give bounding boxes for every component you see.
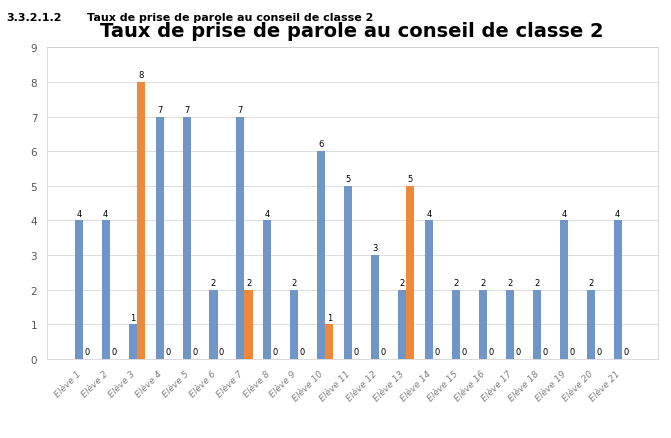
Text: 4: 4 — [615, 209, 620, 218]
Bar — [325, 325, 333, 359]
Bar — [479, 290, 487, 359]
Text: 7: 7 — [238, 106, 243, 114]
Text: 2: 2 — [292, 278, 297, 287]
Text: 2: 2 — [246, 278, 251, 287]
Bar — [533, 290, 541, 359]
Title: Taux de prise de parole au conseil de classe 2: Taux de prise de parole au conseil de cl… — [101, 22, 604, 41]
Bar — [209, 290, 217, 359]
Bar — [452, 290, 460, 359]
Bar — [129, 325, 137, 359]
Text: 4: 4 — [427, 209, 431, 218]
Bar — [371, 255, 379, 359]
Bar — [317, 152, 325, 359]
Text: 1: 1 — [130, 313, 136, 322]
Bar — [560, 221, 568, 359]
Text: 0: 0 — [488, 347, 494, 357]
Text: 0: 0 — [192, 347, 197, 357]
Text: 5: 5 — [407, 175, 413, 184]
Text: 7: 7 — [184, 106, 189, 114]
Bar — [183, 117, 191, 359]
Bar — [156, 117, 164, 359]
Text: 0: 0 — [435, 347, 440, 357]
Bar — [586, 290, 595, 359]
Text: 0: 0 — [597, 347, 601, 357]
Text: 6: 6 — [319, 140, 324, 149]
Text: 0: 0 — [462, 347, 467, 357]
Text: 7: 7 — [157, 106, 162, 114]
Text: 2: 2 — [211, 278, 216, 287]
Bar — [425, 221, 433, 359]
Text: 0: 0 — [111, 347, 117, 357]
Text: 5: 5 — [346, 175, 351, 184]
Bar — [263, 221, 272, 359]
Text: 1: 1 — [327, 313, 332, 322]
Text: 0: 0 — [165, 347, 170, 357]
Text: Taux de prise de parole au conseil de classe 2: Taux de prise de parole au conseil de cl… — [87, 13, 374, 23]
Bar — [506, 290, 514, 359]
Bar — [74, 221, 83, 359]
Text: 2: 2 — [480, 278, 486, 287]
Text: 0: 0 — [569, 347, 574, 357]
Text: 0: 0 — [542, 347, 548, 357]
Text: 0: 0 — [623, 347, 629, 357]
Text: 0: 0 — [300, 347, 305, 357]
Text: 0: 0 — [219, 347, 224, 357]
Text: 2: 2 — [507, 278, 513, 287]
Bar — [236, 117, 244, 359]
Text: 4: 4 — [76, 209, 81, 218]
Text: 4: 4 — [265, 209, 270, 218]
Text: 0: 0 — [380, 347, 386, 357]
Bar — [291, 290, 299, 359]
Bar — [614, 221, 622, 359]
Text: 3: 3 — [372, 244, 378, 253]
Text: 8: 8 — [138, 71, 144, 80]
Bar — [344, 187, 352, 359]
Bar — [102, 221, 110, 359]
Bar — [244, 290, 252, 359]
Text: 0: 0 — [515, 347, 521, 357]
Text: 4: 4 — [561, 209, 566, 218]
Text: 3.3.2.1.2: 3.3.2.1.2 — [7, 13, 62, 23]
Text: 0: 0 — [273, 347, 278, 357]
Text: 0: 0 — [354, 347, 359, 357]
Text: 0: 0 — [85, 347, 89, 357]
Text: 2: 2 — [454, 278, 459, 287]
Bar — [398, 290, 406, 359]
Bar — [137, 83, 145, 359]
Bar — [406, 187, 414, 359]
Text: 2: 2 — [534, 278, 539, 287]
Text: 2: 2 — [399, 278, 405, 287]
Text: 4: 4 — [103, 209, 108, 218]
Text: 2: 2 — [588, 278, 593, 287]
